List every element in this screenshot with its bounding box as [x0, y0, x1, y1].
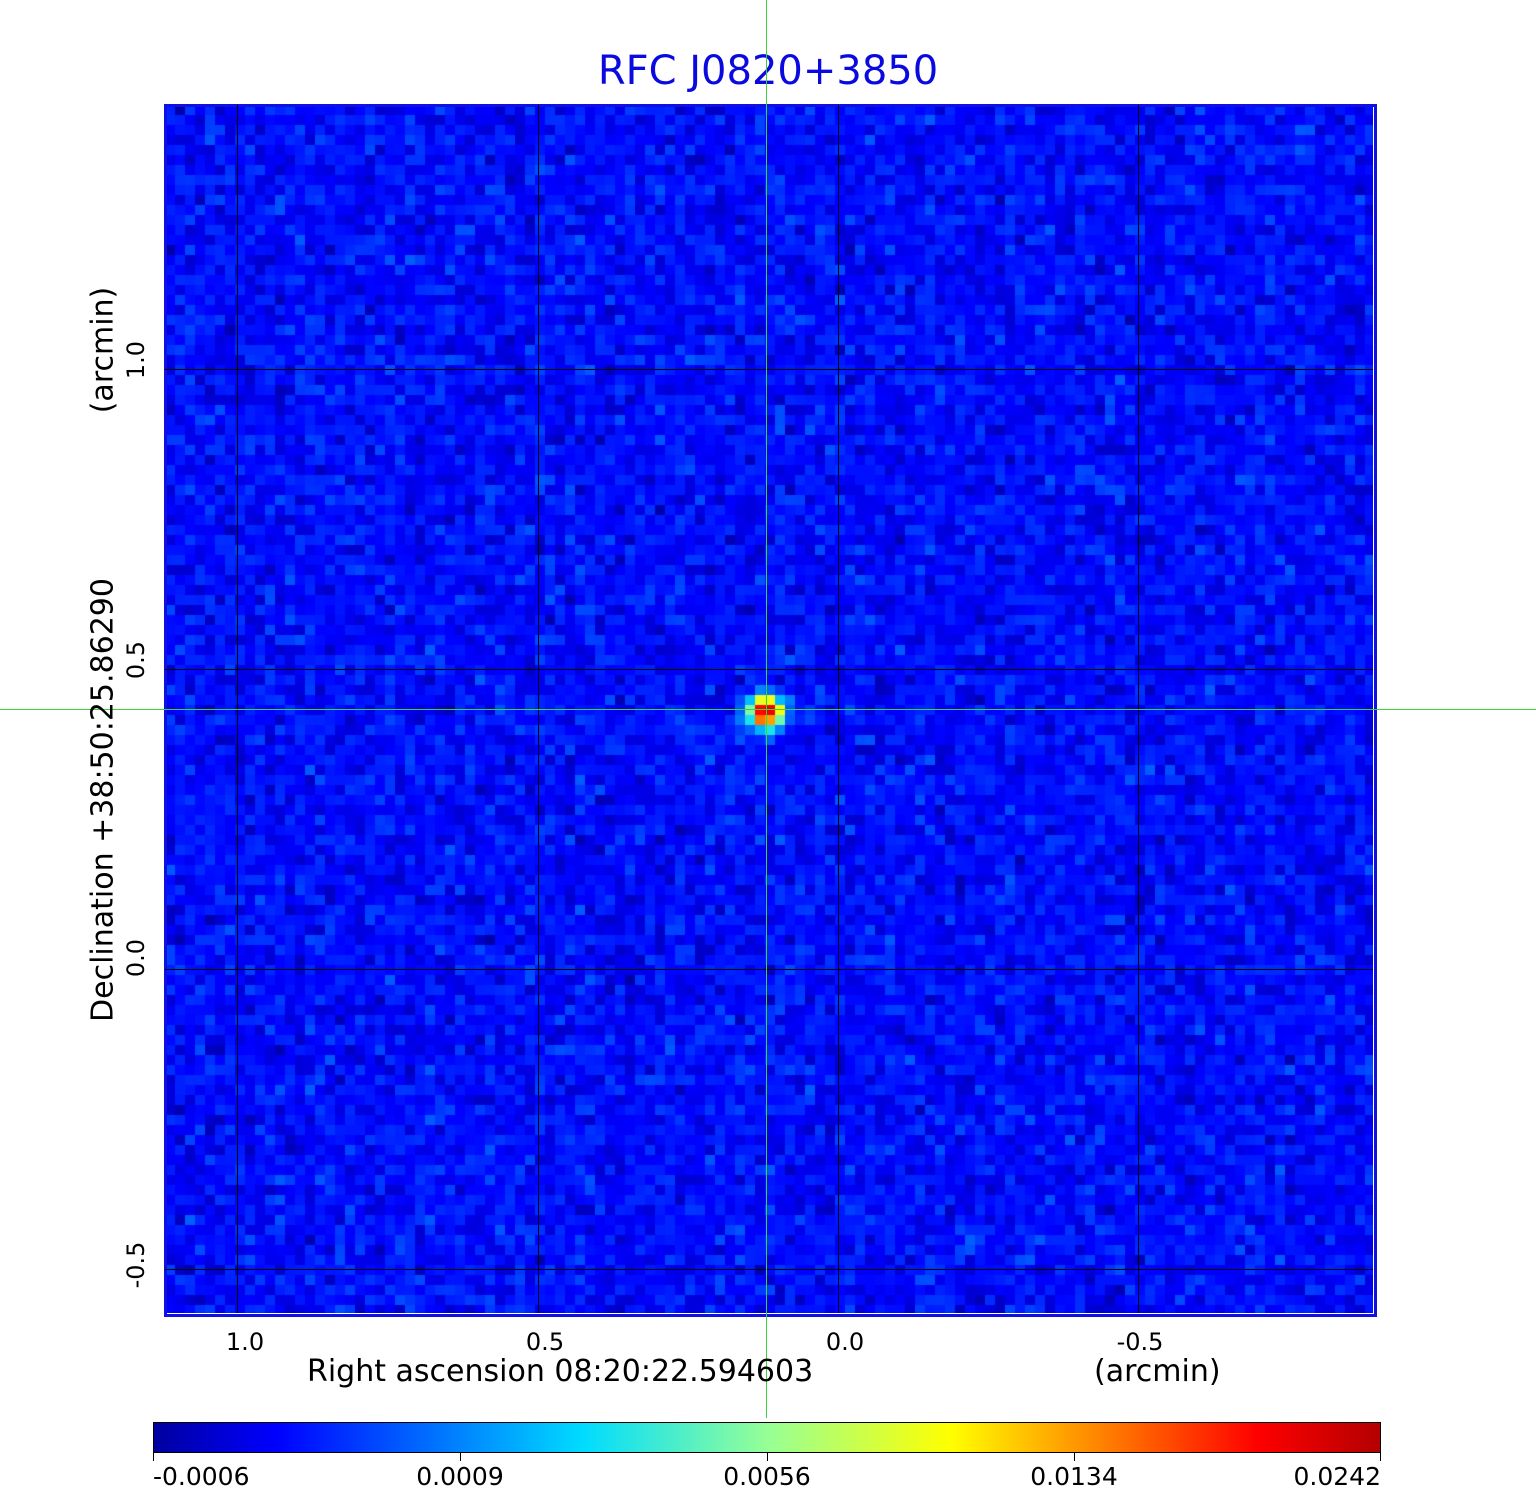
- colorbar-label: 0.0134: [1030, 1462, 1118, 1491]
- x-tick-label: 0.0: [825, 1328, 865, 1356]
- y-tick-label: 1.0: [122, 340, 150, 380]
- grid-line-y: [165, 969, 1373, 970]
- colorbar-tick: [460, 1453, 461, 1461]
- y-tick-label: 0.0: [122, 938, 150, 978]
- x-tick-label: 0.5: [525, 1328, 565, 1356]
- grid-line-y: [165, 669, 1373, 670]
- y-axis-label: Declination +38:50:25.86290: [85, 578, 121, 1022]
- colorbar-label: 0.0056: [723, 1462, 811, 1491]
- y-tick-label: 0.5: [122, 640, 150, 680]
- y-axis-unit: (arcmin): [85, 286, 121, 414]
- plot-title: RFC J0820+3850: [597, 48, 939, 94]
- colorbar-label: -0.0006: [153, 1462, 250, 1491]
- x-tick-label: -0.5: [1116, 1328, 1164, 1356]
- plot-frame: [164, 104, 1377, 1317]
- crosshair-horizontal: [0, 709, 1536, 710]
- y-tick-label: -0.5: [122, 1241, 150, 1289]
- colorbar-tick: [767, 1453, 768, 1461]
- x-tick-label: 1.0: [225, 1328, 265, 1356]
- colorbar-tick: [1074, 1453, 1075, 1461]
- colorbar-label: 0.0242: [1293, 1462, 1381, 1491]
- colorbar-label: 0.0009: [416, 1462, 504, 1491]
- colorbar-tick: [1380, 1453, 1381, 1461]
- x-axis-label: Right ascension 08:20:22.594603: [307, 1354, 814, 1389]
- colorbar-tick: [153, 1453, 154, 1461]
- grid-line-y: [165, 1269, 1373, 1270]
- grid-line-y: [165, 369, 1373, 370]
- x-axis-unit: (arcmin): [1094, 1354, 1221, 1389]
- colorbar: [153, 1422, 1381, 1453]
